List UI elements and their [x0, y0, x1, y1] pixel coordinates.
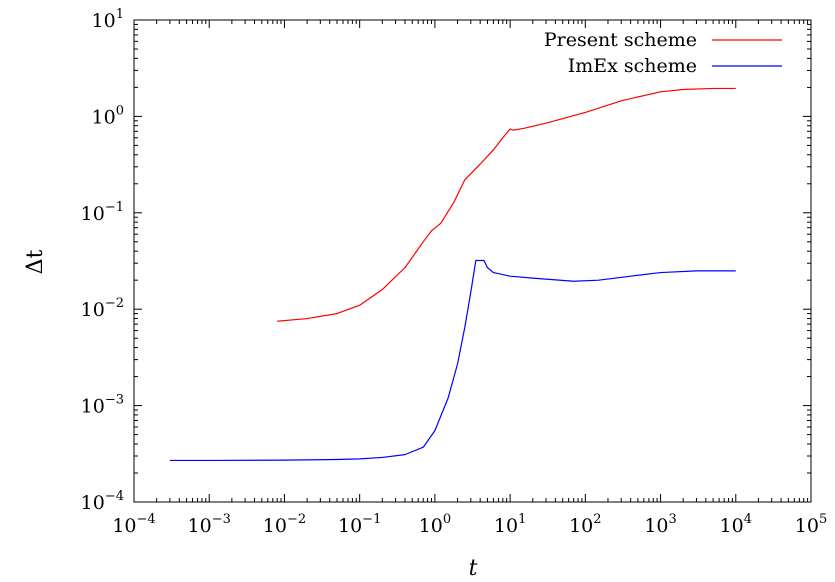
x-tick-base: 10: [720, 515, 744, 537]
x-tick-base: 10: [263, 515, 287, 537]
x-tick-label: 10−1: [338, 512, 381, 537]
plot-frame: [133, 19, 812, 503]
y-tick-exponent: −4: [105, 489, 124, 504]
series-group: [169, 87, 736, 462]
x-tick-base: 10: [419, 515, 443, 537]
y-tick-base: 10: [92, 106, 116, 128]
y-tick-exponent: 1: [116, 7, 124, 22]
x-tick-label: 105: [795, 512, 827, 537]
x-tick-base: 10: [795, 515, 819, 537]
legend: Present scheme ImEx scheme: [544, 29, 782, 77]
x-tick-exponent: −3: [212, 512, 231, 527]
minor-ticks: [134, 20, 811, 502]
x-tick-base: 10: [644, 515, 668, 537]
series-line-present-scheme: [277, 87, 736, 322]
x-tick-label: 104: [720, 512, 752, 537]
x-tick-label: 10−3: [188, 512, 231, 537]
x-tick-label: 10−2: [263, 512, 306, 537]
x-tick-exponent: 3: [669, 512, 677, 527]
legend-label: ImEx scheme: [568, 55, 697, 77]
y-tick-base: 10: [92, 10, 116, 32]
y-tick-exponent: −3: [105, 393, 124, 408]
y-axis-title: Δt: [23, 249, 48, 274]
y-tick-base: 10: [81, 203, 105, 225]
legend-label: Present scheme: [544, 29, 697, 51]
x-tick-base: 10: [569, 515, 593, 537]
x-tick-exponent: 2: [593, 512, 601, 527]
x-tick-base: 10: [112, 515, 136, 537]
x-tick-base: 10: [494, 515, 518, 537]
x-tick-label: 103: [644, 512, 676, 537]
x-tick-label: 10−4: [112, 512, 155, 537]
x-tick-exponent: 1: [518, 512, 526, 527]
x-tick-exponent: 5: [819, 512, 827, 527]
y-tick-label: 100: [92, 103, 124, 128]
y-tick-label: 101: [92, 7, 124, 32]
x-tick-base: 10: [338, 515, 362, 537]
series-line-imex-scheme: [169, 259, 736, 462]
x-tick-label: 100: [419, 512, 451, 537]
x-tick-label: 101: [494, 512, 526, 537]
y-tick-base: 10: [81, 492, 105, 514]
x-axis-ticks: 10−4 10−3 10−2 10−1 100 101 102 103 104 105: [112, 20, 827, 537]
x-tick-exponent: −4: [137, 512, 156, 527]
y-tick-label: 10−1: [81, 200, 124, 225]
y-tick-exponent: −2: [105, 296, 124, 311]
y-tick-exponent: −1: [105, 200, 124, 215]
y-tick-label: 10−3: [81, 393, 124, 418]
x-tick-exponent: −1: [362, 512, 381, 527]
y-tick-exponent: 0: [116, 103, 124, 118]
y-tick-base: 10: [81, 299, 105, 321]
x-tick-exponent: −2: [287, 512, 306, 527]
y-tick-base: 10: [81, 396, 105, 418]
y-tick-label: 10−4: [81, 489, 124, 514]
x-axis-title: t: [469, 556, 478, 581]
x-tick-label: 102: [569, 512, 601, 537]
x-tick-exponent: 0: [443, 512, 451, 527]
x-tick-base: 10: [188, 515, 212, 537]
x-tick-exponent: 4: [744, 512, 752, 527]
y-tick-label: 10−2: [81, 296, 124, 321]
